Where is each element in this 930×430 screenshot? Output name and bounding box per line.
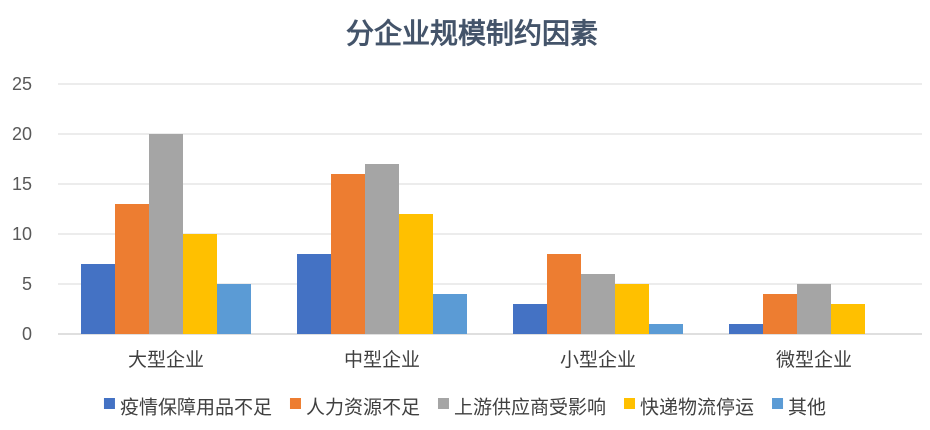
bar-3-1 [763,294,797,334]
bar-2-1 [547,254,581,334]
legend-label: 快递物流停运 [640,397,754,419]
bar-3-2 [797,284,831,334]
bar-2-0 [513,304,547,334]
legend-item: 快递物流停运 [624,397,754,419]
bar-3-0 [729,324,763,334]
bar-2-4 [649,324,683,334]
y-tick-label: 15 [12,174,32,194]
x-tick-label: 中型企业 [344,349,420,371]
y-tick-label: 20 [12,124,32,144]
legend-swatch [772,398,784,409]
legend-swatch [103,398,115,409]
legend-swatch [437,398,449,409]
bar-0-0 [81,264,115,334]
bar-1-4 [433,294,467,334]
bar-0-1 [115,204,149,334]
bar-2-2 [581,274,615,334]
legend-item: 人力资源不足 [289,397,420,419]
legend-label: 人力资源不足 [306,397,420,419]
y-tick-label: 10 [12,224,32,244]
bar-2-3 [615,284,649,334]
bar-3-3 [831,304,865,334]
legend-label: 上游供应商受影响 [454,397,606,419]
x-tick-label: 小型企业 [560,349,636,371]
legend-label: 其他 [788,397,826,419]
legend-item: 疫情保障用品不足 [103,397,272,419]
x-axis-tick-labels: 大型企业 中型企业 小型企业 微型企业 [128,349,852,371]
bar-0-3 [183,234,217,334]
legend-item: 其他 [772,397,826,419]
bar-1-1 [331,174,365,334]
bar-1-3 [399,214,433,334]
bar-1-2 [365,164,399,334]
legend: 疫情保障用品不足 人力资源不足 上游供应商受影响 快递物流停运 其他 [103,397,826,419]
y-tick-label: 25 [12,74,32,94]
y-tick-label: 0 [22,324,32,344]
legend-swatch [624,398,636,409]
chart-title: 分企业规模制约因素 [346,17,598,50]
x-tick-label: 微型企业 [776,349,852,371]
y-axis-tick-labels: 0 5 10 15 20 25 [12,74,32,344]
bar-0-4 [217,284,251,334]
legend-item: 上游供应商受影响 [437,397,606,419]
bars [81,134,865,334]
bar-1-0 [297,254,331,334]
y-tick-label: 5 [22,274,32,294]
legend-swatch [289,398,301,409]
bar-0-2 [149,134,183,334]
legend-label: 疫情保障用品不足 [120,397,272,419]
x-tick-label: 大型企业 [128,349,204,371]
